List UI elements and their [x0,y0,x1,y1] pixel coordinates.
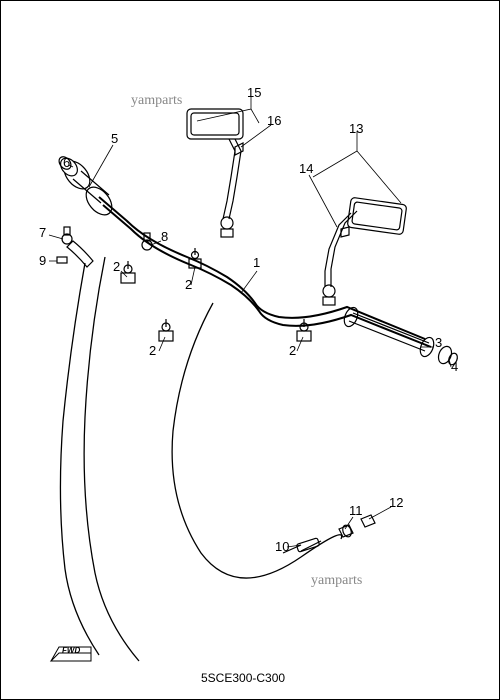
callout-2a: 2 [113,259,120,274]
watermark-bottom: yamparts [311,573,362,589]
callout-1: 1 [253,255,260,270]
callout-3: 3 [435,335,442,350]
callout-2d: 2 [185,277,192,292]
callout-2c: 2 [289,343,296,358]
diagram-svg [1,1,500,700]
parts-diagram-container: 1 2 2 2 2 3 4 5 6 7 8 9 10 11 12 13 14 1… [0,0,500,700]
callout-15: 15 [247,85,261,100]
callout-5: 5 [111,131,118,146]
callout-2b: 2 [149,343,156,358]
callout-9: 9 [39,253,46,268]
callout-6: 6 [63,155,70,170]
callout-7: 7 [39,225,46,240]
callout-10: 10 [275,539,289,554]
fwd-badge: FWD [49,643,93,665]
watermark-top: yamparts [131,93,182,109]
part-code: 5SCE300-C300 [201,671,285,685]
callout-8: 8 [161,229,168,244]
callout-11: 11 [349,503,363,518]
callout-4: 4 [451,359,458,374]
callout-16: 16 [267,113,281,128]
callout-13: 13 [349,121,363,136]
fwd-label: FWD [62,646,80,655]
callout-14: 14 [299,161,313,176]
callout-12: 12 [389,495,403,510]
